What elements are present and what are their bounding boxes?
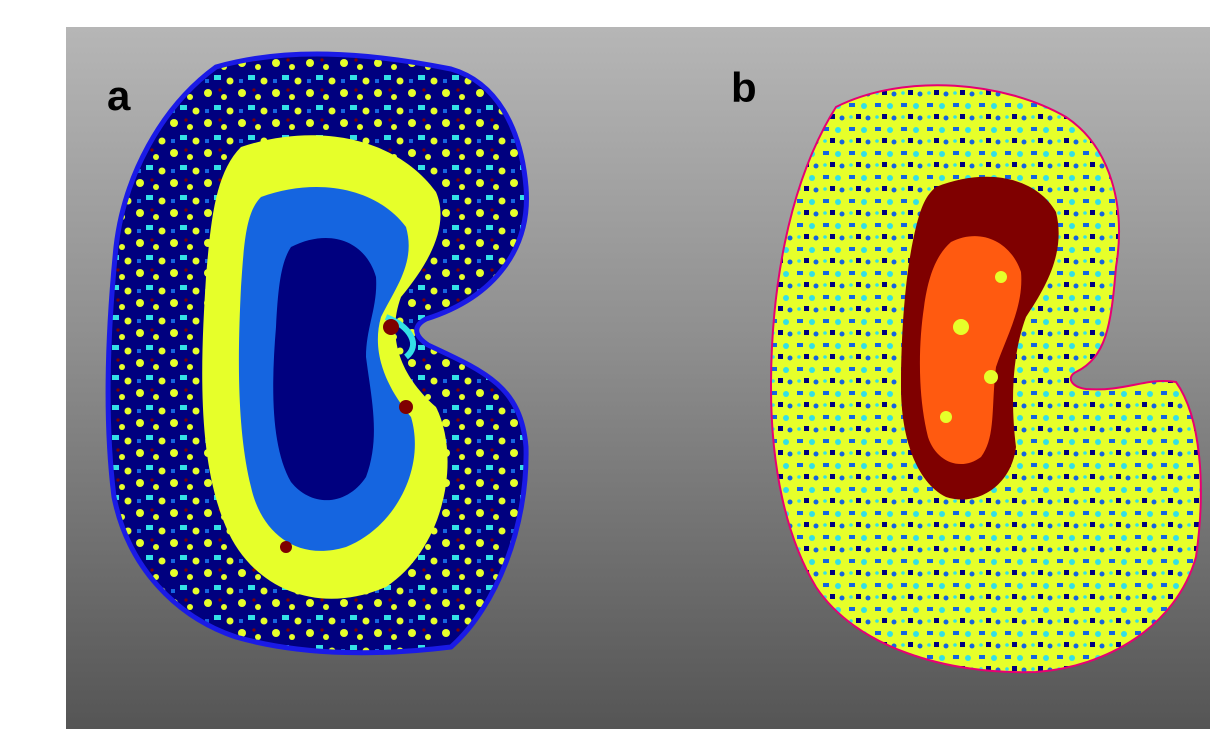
figure-canvas: a b [66, 27, 1210, 729]
panel-label-b: b [731, 64, 757, 111]
kidney-map-b [769, 84, 1202, 674]
kidney-b-outline [769, 84, 1202, 674]
kidney-a-outline [105, 51, 529, 656]
kidney-b-regions [771, 85, 1201, 673]
panel-label-a: a [107, 72, 131, 119]
kidney-map-a [105, 51, 529, 656]
